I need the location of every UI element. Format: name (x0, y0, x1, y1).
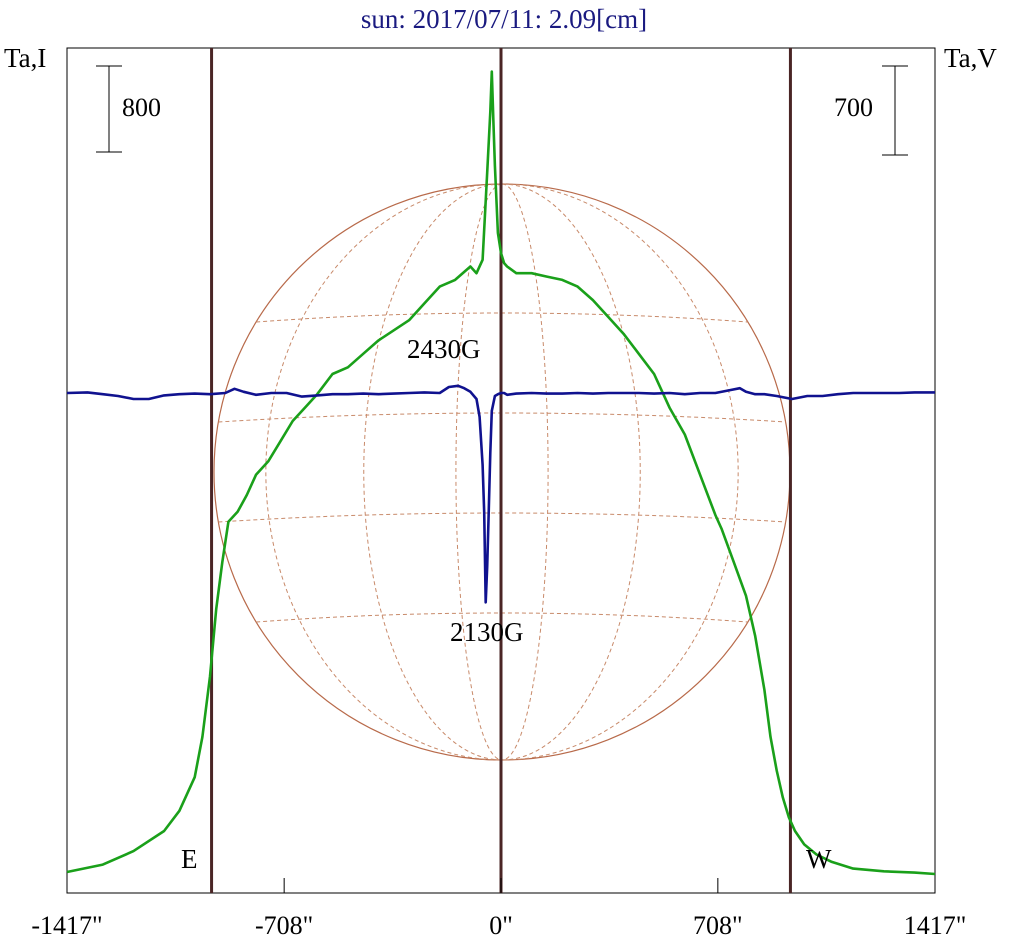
left-y-label: Ta,I (4, 43, 46, 73)
annotation-2130g: 2130G (450, 617, 524, 647)
x-tick-label: -708" (255, 911, 313, 940)
x-axis-ticks: -1417" -708" 0" 708" 1417" (31, 878, 966, 940)
scale-bar-left: 800 (96, 65, 161, 153)
solar-meridian-line (501, 183, 641, 761)
solar-meridian-line (501, 183, 549, 761)
limb-lines (210, 48, 792, 893)
x-tick-label: -1417" (31, 911, 102, 940)
right-y-label: Ta,V (944, 43, 997, 73)
x-tick-label: 0" (489, 911, 513, 940)
series-intensity-line (66, 70, 936, 876)
data-series (66, 70, 936, 876)
solar-meridian-line (363, 183, 503, 761)
x-tick-label: 1417" (904, 911, 967, 940)
annotation-2430g: 2430G (407, 334, 481, 364)
series-polarization-line (66, 384, 935, 604)
scale-bar-right: 700 (834, 65, 908, 156)
limb-label-east: E (181, 844, 198, 874)
solar-meridian-line (455, 183, 503, 761)
scale-value-right: 700 (834, 93, 873, 122)
chart-title: sun: 2017/07/11: 2.09[cm] (361, 4, 647, 34)
solar-meridian-line (501, 183, 739, 761)
limb-label-west: W (806, 844, 832, 874)
x-tick-label: 708" (693, 911, 743, 940)
scale-value-left: 800 (122, 93, 161, 122)
